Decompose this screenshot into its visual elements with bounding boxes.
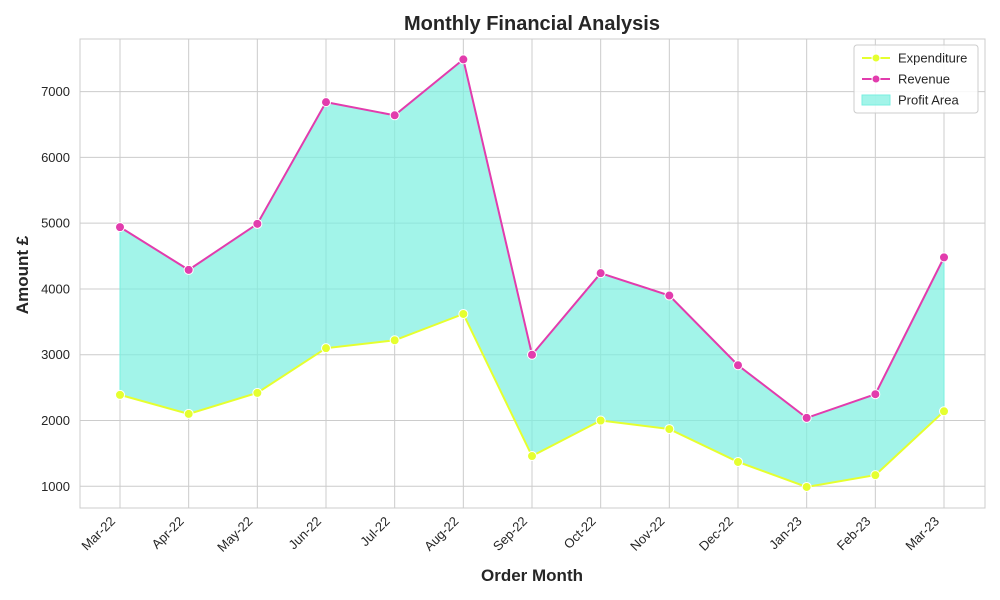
revenue-point	[870, 389, 881, 400]
expenditure-point	[252, 387, 263, 398]
x-axis-label: Order Month	[481, 566, 583, 585]
x-tick-label: Mar-23	[902, 514, 942, 554]
x-tick-label: May-22	[214, 514, 255, 555]
x-tick-labels: Mar-22 Apr-22 May-22 Jun-22 Jul-22 Aug-22 Sep-…	[78, 514, 942, 555]
revenue-point	[801, 412, 812, 423]
x-tick-label: Jun-22	[285, 514, 324, 553]
x-tick-label: Jan-23	[766, 514, 805, 553]
revenue-point	[252, 218, 263, 229]
x-tick-label: Oct-22	[561, 514, 599, 552]
expenditure-point	[458, 308, 469, 319]
y-tick-label: 5000	[41, 216, 70, 231]
expenditure-point	[183, 408, 194, 419]
expenditure-point	[115, 389, 125, 400]
expenditure-point	[321, 343, 331, 354]
expenditure-point	[801, 481, 812, 492]
expenditure-point	[527, 451, 537, 462]
y-tick-labels: 1000 2000 3000 4000 5000 6000 7000	[41, 84, 70, 494]
revenue-point	[458, 54, 469, 65]
legend-profit-area-swatch	[861, 94, 891, 106]
legend-profit-area-label: Profit Area	[898, 93, 959, 108]
legend-expenditure-label: Expenditure	[898, 51, 967, 66]
revenue-point	[595, 268, 606, 279]
x-tick-label: Dec-22	[696, 514, 736, 554]
x-tick-label: Sep-22	[490, 514, 530, 554]
plot-frame	[79, 38, 986, 509]
y-tick-label: 3000	[41, 347, 70, 362]
expenditure-point	[870, 470, 881, 481]
series-points-layer	[115, 54, 949, 492]
x-tick-label: Aug-22	[421, 514, 461, 554]
revenue-point	[527, 349, 537, 360]
y-tick-label: 1000	[41, 479, 70, 494]
x-tick-label: Nov-22	[627, 514, 667, 554]
revenue-point	[733, 360, 743, 371]
expenditure-point	[389, 335, 400, 346]
x-tick-label: Jul-22	[357, 514, 393, 550]
revenue-point	[664, 290, 675, 301]
revenue-point	[115, 222, 125, 233]
x-tick-label: Apr-22	[149, 514, 187, 552]
expenditure-point	[664, 424, 675, 435]
x-tick-label: Mar-22	[78, 514, 118, 554]
y-axis-label: Amount £	[13, 235, 32, 314]
x-tick-label: Feb-23	[834, 514, 874, 554]
legend: Expenditure Revenue Profit Area	[853, 44, 979, 114]
expenditure-point	[733, 456, 743, 467]
revenue-point	[321, 97, 331, 108]
expenditure-point	[595, 415, 606, 426]
expenditure-point	[939, 406, 949, 417]
legend-expenditure-marker	[871, 53, 881, 63]
y-tick-label: 6000	[41, 150, 70, 165]
y-tick-label: 2000	[41, 413, 70, 428]
legend-revenue-marker	[871, 74, 881, 84]
y-tick-label: 7000	[41, 84, 70, 99]
revenue-point	[939, 252, 949, 263]
legend-revenue-label: Revenue	[898, 72, 950, 87]
revenue-point	[389, 110, 400, 121]
chart-title: Monthly Financial Analysis	[404, 13, 660, 35]
y-tick-label: 4000	[41, 281, 70, 296]
revenue-point	[183, 264, 194, 275]
